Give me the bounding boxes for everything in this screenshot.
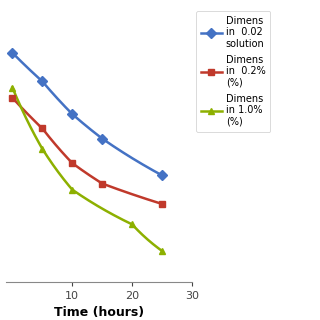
Legend: Dimens
in  0.02
solution, Dimens
in  0.2%
(%), Dimens
in 1.0%
(%): Dimens in 0.02 solution, Dimens in 0.2% …	[196, 11, 270, 132]
X-axis label: Time (hours): Time (hours)	[54, 306, 144, 319]
